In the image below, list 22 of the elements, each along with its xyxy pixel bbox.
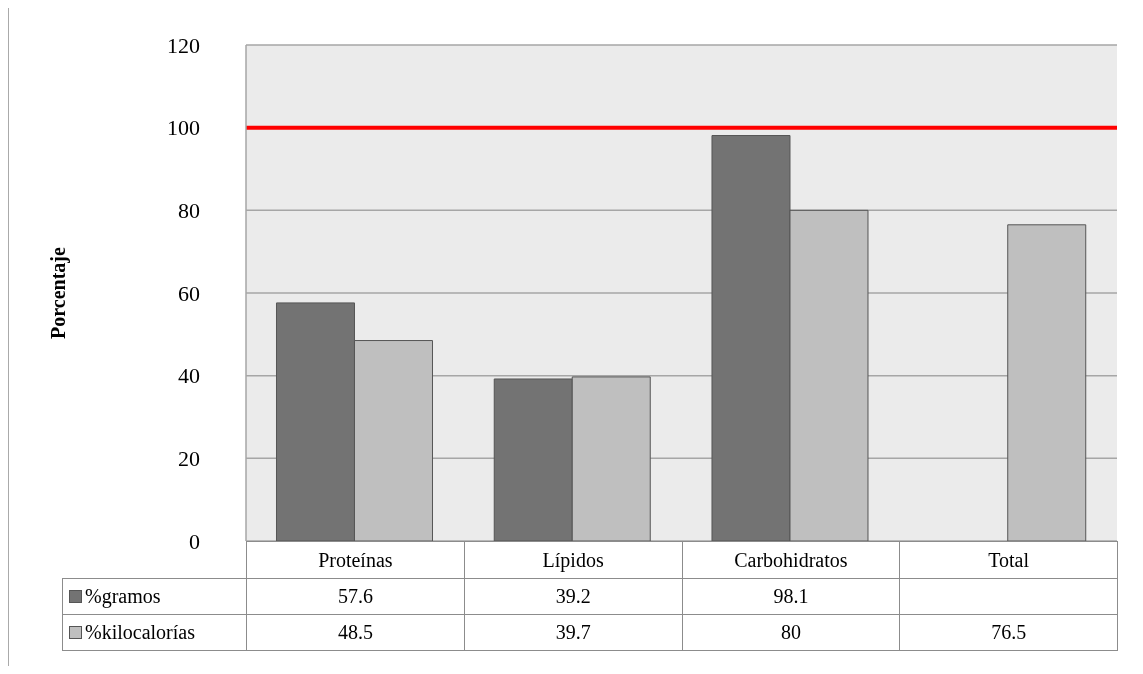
y-tick-label: 120 — [167, 32, 200, 58]
data-label: 76.5 — [899, 614, 1118, 651]
data-label: 39.2 — [463, 578, 683, 615]
y-tick-label: 20 — [178, 446, 200, 472]
y-tick-label: 100 — [167, 115, 200, 141]
legend-label: %kilocalorías — [85, 621, 195, 644]
y-tick-label: 0 — [189, 528, 200, 554]
data-label: 39.7 — [463, 614, 683, 651]
x-tick-label: Proteínas — [246, 541, 465, 579]
x-tick-label: Carbohidratos — [681, 541, 901, 579]
bar — [1007, 224, 1087, 541]
y-axis-title: Porcentaje — [47, 246, 71, 339]
data-label: 48.5 — [246, 614, 465, 651]
data-label: 98.1 — [681, 578, 901, 615]
x-tick-label: Total — [899, 541, 1118, 579]
y-tick-label: 40 — [178, 363, 200, 389]
y-tick-label: 80 — [178, 198, 200, 224]
data-label: 57.6 — [246, 578, 465, 615]
x-tick-label: Lípidos — [463, 541, 683, 579]
data-label: 80 — [681, 614, 901, 651]
legend-label: %gramos — [85, 585, 161, 608]
y-tick-label: 60 — [178, 280, 200, 306]
